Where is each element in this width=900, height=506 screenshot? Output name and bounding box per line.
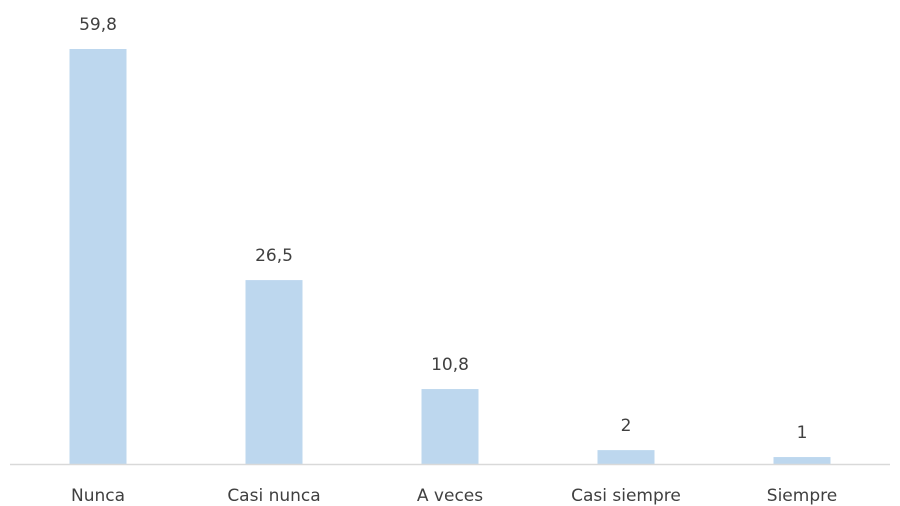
- bar-3: [597, 450, 655, 464]
- category-labels-group: Nunca Casi nunca A veces Casi siempre Siempr…: [71, 486, 837, 506]
- category-label-1: Casi nunca: [227, 486, 320, 506]
- data-label-3: 2: [621, 416, 632, 436]
- bar-2: [421, 389, 479, 464]
- data-label-0: 59,8: [79, 15, 117, 35]
- bar-0: [69, 49, 127, 464]
- category-label-2: A veces: [417, 486, 483, 506]
- data-label-4: 1: [797, 423, 808, 443]
- category-label-3: Casi siempre: [571, 486, 681, 506]
- bar-1: [245, 280, 303, 464]
- bar-4: [773, 457, 831, 464]
- data-label-2: 10,8: [431, 355, 469, 375]
- bars-group: [69, 49, 831, 464]
- category-label-0: Nunca: [71, 486, 125, 506]
- category-label-4: Siempre: [767, 486, 837, 506]
- data-label-1: 26,5: [255, 246, 293, 266]
- data-labels-group: 59,8 26,5 10,8 2 1: [79, 15, 807, 443]
